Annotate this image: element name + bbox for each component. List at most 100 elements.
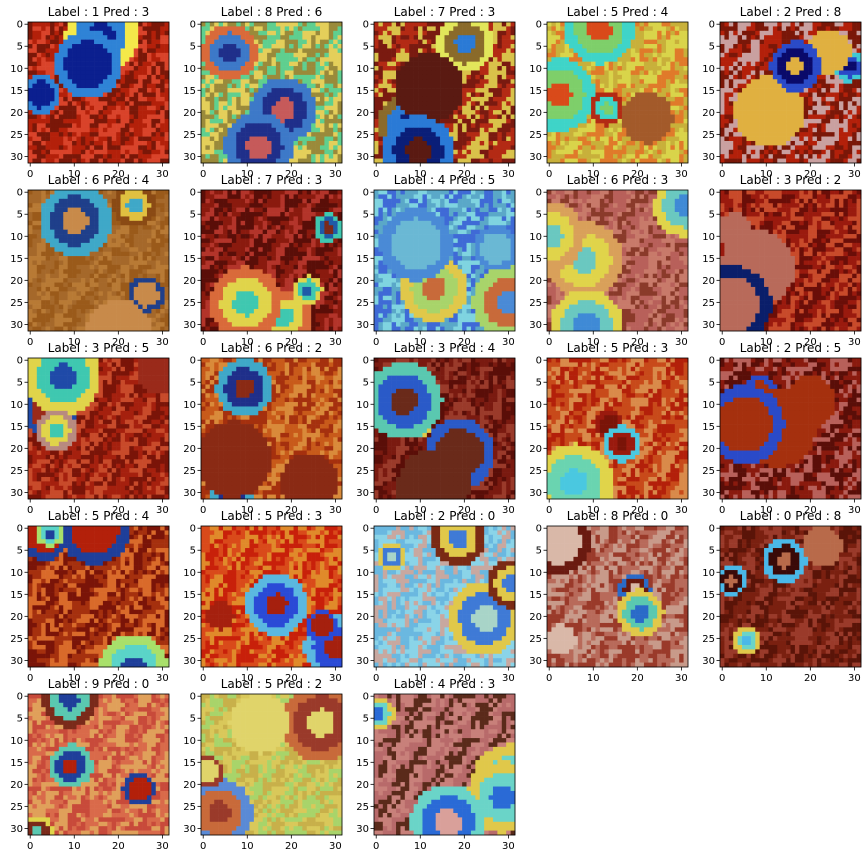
x-tick-label: 30	[675, 169, 688, 180]
y-tick-label: 20	[10, 780, 23, 791]
heatmap-panel: Label : 8 Pred : 6 0 10 20 30 0 5 10 15 20 25 30	[183, 5, 343, 180]
x-tick-label: 10	[760, 673, 773, 684]
x-tick-label: 20	[112, 673, 125, 684]
heatmap-panel: Label : 2 Pred : 5 0 10 20 30 0 5 10 15 20 25 30	[702, 341, 862, 516]
y-tick-label: 30	[10, 152, 23, 163]
y-tick-label: 5	[536, 378, 542, 389]
panel-title: Label : 8 Pred : 0	[567, 509, 669, 523]
axes-frame	[27, 357, 170, 500]
panel-title: Label : 1 Pred : 3	[48, 5, 150, 19]
panel-title: Label : 7 Pred : 3	[394, 5, 496, 19]
axes-frame	[546, 357, 689, 500]
y-tick-label: 10	[702, 232, 715, 243]
y-tick-label: 15	[702, 254, 715, 265]
y-tick-label: 30	[702, 656, 715, 667]
y-tick-label: 5	[363, 42, 369, 53]
axes-frame	[373, 189, 516, 332]
y-tick-label: 30	[356, 656, 369, 667]
x-tick-label: 30	[675, 337, 688, 348]
y-tick-label: 30	[529, 488, 542, 499]
x-tick-label: 30	[156, 505, 169, 516]
x-tick-label: 0	[719, 505, 725, 516]
y-tick-label: 15	[702, 86, 715, 97]
axes-frame	[200, 525, 343, 668]
y-tick-label: 20	[356, 612, 369, 623]
x-tick-label: 20	[804, 169, 817, 180]
axes-frame	[719, 525, 862, 668]
y-tick-label: 20	[356, 444, 369, 455]
x-tick-label: 20	[631, 505, 644, 516]
y-tick-label: 30	[183, 824, 196, 835]
y-tick-label: 5	[17, 546, 23, 557]
heatmap-image	[720, 22, 862, 164]
heatmap-panel: Label : 2 Pred : 0 0 10 20 30 0 5 10 15 20 25 30	[356, 509, 516, 684]
x-tick-label: 0	[373, 673, 379, 684]
y-tick-label: 5	[17, 714, 23, 725]
x-tick-label: 10	[414, 169, 427, 180]
panel-title: Label : 3 Pred : 2	[740, 173, 842, 187]
x-tick-label: 20	[631, 673, 644, 684]
heatmap-panel: Label : 0 Pred : 8 0 10 20 30 0 5 10 15 20 25 30	[702, 509, 862, 684]
y-tick-label: 10	[529, 64, 542, 75]
x-tick-label: 10	[760, 169, 773, 180]
y-tick-label: 15	[529, 422, 542, 433]
panel-title: Label : 5 Pred : 3	[221, 509, 323, 523]
y-tick-label: 10	[183, 736, 196, 747]
panel-title: Label : 3 Pred : 5	[48, 341, 150, 355]
y-tick-label: 20	[529, 108, 542, 119]
x-tick-label: 20	[112, 841, 125, 852]
y-tick-label: 15	[10, 758, 23, 769]
y-tick-label: 25	[702, 466, 715, 477]
x-tick-label: 10	[241, 169, 254, 180]
panel-title: Label : 4 Pred : 5	[394, 173, 496, 187]
y-tick-label: 15	[702, 590, 715, 601]
heatmap-image	[28, 190, 170, 332]
y-tick-label: 15	[10, 86, 23, 97]
y-tick-label: 15	[10, 422, 23, 433]
panel-title: Label : 6 Pred : 4	[48, 173, 150, 187]
x-tick-label: 20	[112, 337, 125, 348]
x-tick-label: 30	[156, 169, 169, 180]
y-tick-label: 5	[190, 546, 196, 557]
heatmap-panel: Label : 5 Pred : 3 0 10 20 30 0 5 10 15 20 25 30	[529, 341, 689, 516]
y-tick-label: 25	[356, 802, 369, 813]
heatmap-panel: Label : 7 Pred : 3 0 10 20 30 0 5 10 15 20 25 30	[183, 173, 343, 348]
heatmap-panel: Label : 6 Pred : 4 0 10 20 30 0 5 10 15 20 25 30	[10, 173, 170, 348]
y-tick-label: 0	[17, 20, 23, 31]
x-tick-label: 10	[587, 337, 600, 348]
y-tick-label: 15	[183, 422, 196, 433]
y-tick-label: 10	[183, 400, 196, 411]
x-tick-label: 30	[156, 337, 169, 348]
y-tick-label: 10	[183, 64, 196, 75]
panel-title: Label : 4 Pred : 3	[394, 677, 496, 691]
x-tick-label: 20	[285, 337, 298, 348]
y-tick-label: 30	[702, 152, 715, 163]
axes-frame	[373, 357, 516, 500]
axes-frame	[719, 189, 862, 332]
y-tick-label: 10	[10, 64, 23, 75]
axes-frame	[373, 693, 516, 836]
y-tick-label: 5	[17, 378, 23, 389]
y-tick-label: 0	[190, 692, 196, 703]
x-tick-label: 10	[587, 673, 600, 684]
heatmap-image	[547, 526, 689, 668]
y-tick-label: 15	[529, 254, 542, 265]
y-tick-label: 30	[10, 488, 23, 499]
y-tick-label: 0	[363, 188, 369, 199]
x-tick-label: 30	[848, 505, 861, 516]
x-tick-label: 10	[760, 337, 773, 348]
axes-frame	[546, 21, 689, 164]
x-tick-label: 20	[631, 169, 644, 180]
x-tick-label: 30	[502, 337, 515, 348]
y-tick-label: 30	[10, 824, 23, 835]
y-tick-label: 10	[183, 568, 196, 579]
x-tick-label: 30	[848, 673, 861, 684]
y-tick-label: 30	[10, 320, 23, 331]
x-tick-label: 0	[200, 505, 206, 516]
y-tick-label: 5	[536, 210, 542, 221]
y-tick-label: 25	[356, 130, 369, 141]
x-tick-label: 0	[27, 337, 33, 348]
y-tick-label: 30	[356, 488, 369, 499]
heatmap-image	[201, 694, 343, 836]
y-tick-label: 10	[529, 568, 542, 579]
